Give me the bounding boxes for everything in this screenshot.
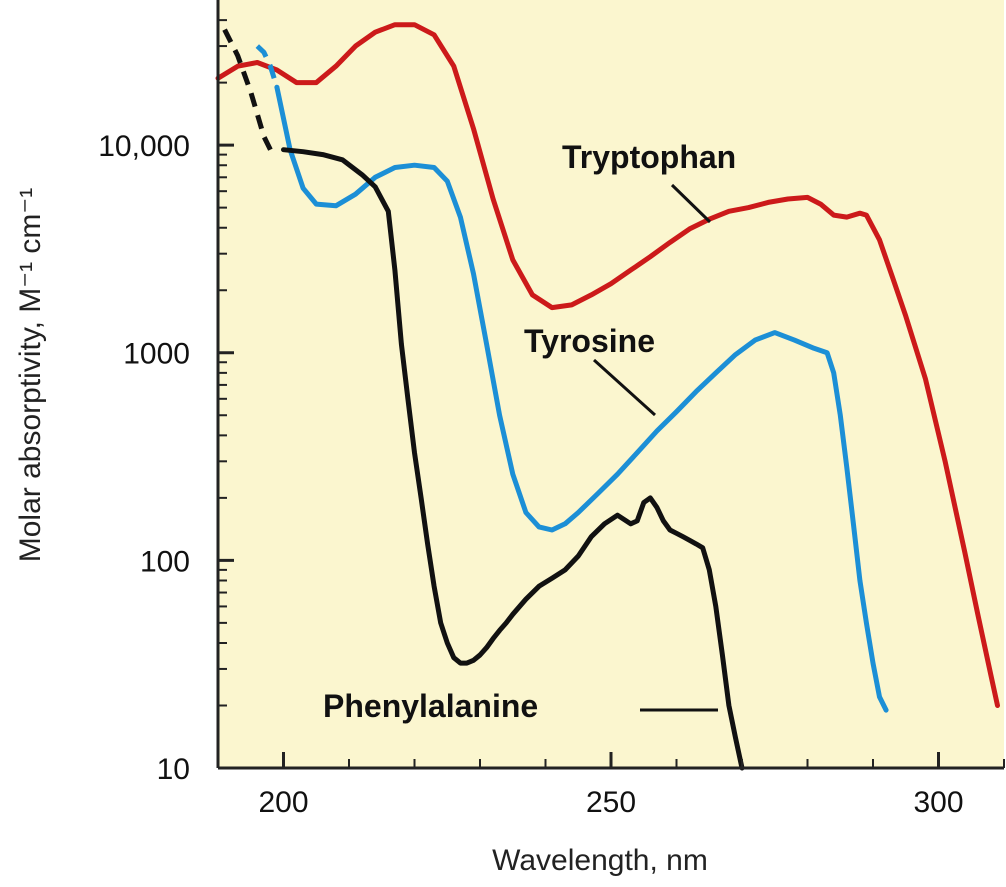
series-label-tryptophan: Tryptophan xyxy=(562,139,736,175)
y-axis-title-main: Molar absorptivity, xyxy=(14,313,47,563)
series-phenylalanine xyxy=(222,28,745,771)
series-tyrosine xyxy=(255,44,889,713)
leader-line-tryptophan xyxy=(670,183,712,224)
series-phenylalanine-dashed-segment xyxy=(222,28,273,151)
series-label-phenylalanine: Phenylalanine xyxy=(323,688,538,724)
series-tryptophan-line xyxy=(215,22,1000,708)
series-phenylalanine-line xyxy=(281,147,745,771)
y-axis-title: Molar absorptivity, M⁻¹ cm⁻¹ xyxy=(14,188,47,563)
leader-line-tyrosine xyxy=(592,358,657,417)
y-tick-label: 1000 xyxy=(123,338,190,371)
series-tyrosine-line xyxy=(274,84,889,713)
y-tick-label: 10,000 xyxy=(98,130,190,163)
y-tick-label: 10 xyxy=(157,753,190,786)
series-tyrosine-dashed-segment xyxy=(255,44,280,88)
x-tick-label: 250 xyxy=(586,786,636,819)
x-axis-title: Wavelength, nm xyxy=(492,844,708,877)
y-axis-title-units: M⁻¹ cm⁻¹ xyxy=(14,188,47,313)
plot-background xyxy=(218,0,1004,768)
y-tick-label: 100 xyxy=(140,545,190,578)
series-label-tyrosine: Tyrosine xyxy=(524,323,655,359)
x-tick-label: 200 xyxy=(258,786,308,819)
series-tryptophan xyxy=(215,22,1000,708)
x-tick-label: 300 xyxy=(913,786,963,819)
